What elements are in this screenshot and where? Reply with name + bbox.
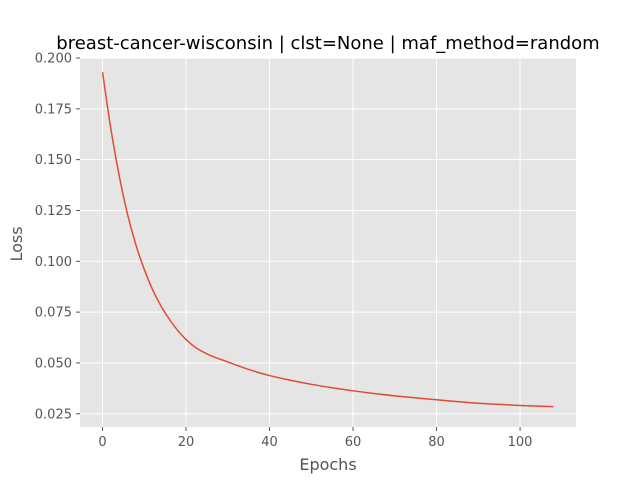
y-tick-label: 0.200 — [35, 52, 72, 67]
y-tick-label: 0.100 — [35, 255, 72, 270]
y-tick-label: 0.125 — [35, 204, 72, 219]
grid-lines — [80, 57, 576, 427]
y-tick-label: 0.050 — [35, 356, 72, 371]
x-axis-ticks: 0 20 40 60 80 100 — [98, 427, 532, 450]
x-tick-label: 100 — [508, 435, 533, 450]
y-axis-ticks: 0.025 0.050 0.075 0.100 0.125 0.150 0.175 0.200 — [35, 52, 80, 422]
x-tick-label: 60 — [345, 435, 362, 450]
chart-title: breast-cancer-wisconsin | clst=None | ma… — [56, 33, 599, 54]
x-tick-label: 20 — [178, 435, 195, 450]
y-tick-label: 0.150 — [35, 153, 72, 168]
x-tick-label: 40 — [261, 435, 278, 450]
y-tick-label: 0.175 — [35, 102, 72, 117]
y-axis-label: Loss — [7, 226, 26, 261]
y-tick-label: 0.075 — [35, 306, 72, 321]
loss-series-line — [101, 72, 554, 408]
x-tick-label: 0 — [98, 435, 106, 450]
plot-area — [80, 58, 576, 427]
x-axis-label: Epochs — [299, 455, 356, 474]
x-tick-label: 80 — [428, 435, 445, 450]
y-tick-label: 0.025 — [35, 407, 72, 422]
